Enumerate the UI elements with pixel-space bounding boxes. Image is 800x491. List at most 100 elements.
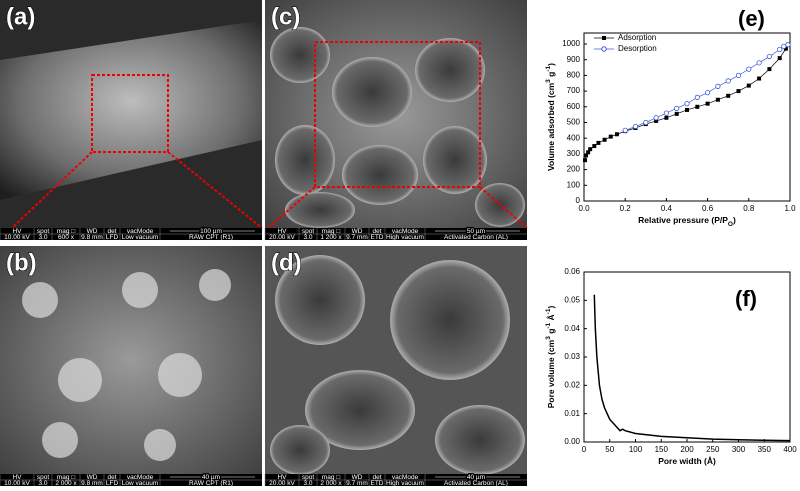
x-axis-label-part: ) <box>733 215 736 225</box>
y-tick-label: 0.02 <box>564 380 580 389</box>
plot-frame <box>583 271 791 443</box>
info-value: 9.8 mm <box>81 480 103 486</box>
sample-name: Activated Carbon (AL) <box>444 480 508 486</box>
marker <box>663 110 670 116</box>
info-value: LFD <box>106 234 119 241</box>
y-axis-label-part: ) <box>546 306 556 309</box>
marker <box>602 137 607 142</box>
marker <box>614 132 619 137</box>
marker <box>783 46 788 51</box>
marker <box>596 140 601 145</box>
marker <box>746 83 751 88</box>
y-tick-label: 0.06 <box>564 267 580 276</box>
panel-label: (c) <box>271 3 300 30</box>
marker <box>726 93 731 98</box>
chart-label: (e) <box>738 6 765 31</box>
x-tick-label: 100 <box>629 445 643 454</box>
chart-label: (f) <box>735 286 757 311</box>
charts: (e)0.0 0.2 0.4 0.6 0.8 1.00100200300400500600… <box>545 6 797 466</box>
y-tick-label: 100 <box>567 180 581 189</box>
info-value: 2 000 x <box>55 480 77 486</box>
y-axis-label-part: Å <box>546 314 556 323</box>
x-tick-label: 400 <box>783 445 797 454</box>
marker <box>674 111 679 116</box>
marker <box>756 60 762 66</box>
y-axis-label-part: -1 <box>545 65 552 71</box>
sem-images <box>0 0 527 475</box>
info-header: spot <box>37 228 49 235</box>
marker <box>705 101 710 106</box>
info-header: WD <box>87 474 98 481</box>
info-value: 1 200 x <box>320 234 342 241</box>
y-axis-label-part: g <box>546 72 556 80</box>
marker <box>588 147 593 152</box>
marker <box>777 46 783 53</box>
y-tick-label: 500 <box>567 118 581 127</box>
y-axis-label-part: -1 <box>545 308 552 314</box>
info-value: 20.00 kV <box>269 234 295 241</box>
x-tick-label: 0.2 <box>620 204 632 213</box>
x-tick-label: 200 <box>680 445 694 454</box>
x-axis-label: Relative pressure (P/PO) <box>638 215 736 228</box>
info-header: vacMode <box>127 474 154 481</box>
y-tick-label: 0 <box>576 196 581 205</box>
info-value: 20.00 kV <box>269 480 295 486</box>
y-tick-label: 300 <box>567 149 581 158</box>
pores <box>270 27 525 475</box>
x-axis-label-part: Pore width (Å) <box>658 456 716 466</box>
marker <box>715 83 721 89</box>
info-value: 3.0 <box>303 480 312 486</box>
marker <box>664 115 669 120</box>
info-value: 600 x <box>58 234 75 241</box>
info-value: 9.8 mm <box>81 234 103 241</box>
scale-label: 40 µm <box>202 474 220 481</box>
x-tick-label: 250 <box>706 445 720 454</box>
plot-frame <box>583 32 791 202</box>
marker <box>685 107 689 112</box>
info-header: HV <box>12 474 22 481</box>
legend-label: Adsorption <box>618 33 656 42</box>
info-value: High vacuum <box>386 480 424 486</box>
y-tick-label: 0.00 <box>564 437 580 446</box>
scale-label: 100 µm <box>200 228 222 235</box>
info-header: WD <box>87 228 98 235</box>
marker <box>592 144 597 149</box>
y-tick-label: 400 <box>567 133 581 142</box>
x-axis-label: Pore width (Å) <box>658 456 716 466</box>
panel-label: (b) <box>6 249 37 276</box>
info-header: mag □ <box>322 474 340 481</box>
series-line <box>625 44 789 131</box>
y-tick-label: 1000 <box>562 39 580 48</box>
info-header: vacMode <box>127 228 154 235</box>
info-value: High vacuum <box>386 234 424 241</box>
y-tick-label: 0.05 <box>564 295 580 304</box>
y-axis-label-part: 3 <box>545 79 552 83</box>
info-header: HV <box>277 474 287 481</box>
legend-marker <box>602 36 606 40</box>
marker <box>757 76 762 81</box>
fiber <box>0 20 262 200</box>
marker <box>746 66 752 72</box>
y-axis-label-part: ) <box>546 63 556 66</box>
marker <box>622 127 628 133</box>
x-tick-label: 50 <box>605 445 614 454</box>
marker <box>715 97 720 102</box>
x-tick-label: 1.0 <box>784 204 796 213</box>
info-value: Low vacuum <box>122 234 159 241</box>
info-header: HV <box>12 228 22 235</box>
info-header: det <box>372 228 381 235</box>
marker <box>608 134 613 139</box>
y-axis-label-part: 3 <box>545 336 552 340</box>
info-value: 9.7 mm <box>346 234 368 241</box>
y-tick-label: 900 <box>567 55 581 64</box>
legend-label: Desorption <box>618 44 657 53</box>
info-header: HV <box>277 228 287 235</box>
info-header: vacMode <box>392 228 419 235</box>
x-tick-label: 0 <box>582 445 587 454</box>
info-header: mag □ <box>57 228 75 235</box>
x-tick-label: 350 <box>758 445 772 454</box>
marker <box>777 56 782 61</box>
info-value: 3.0 <box>38 480 47 486</box>
marker <box>704 90 711 96</box>
